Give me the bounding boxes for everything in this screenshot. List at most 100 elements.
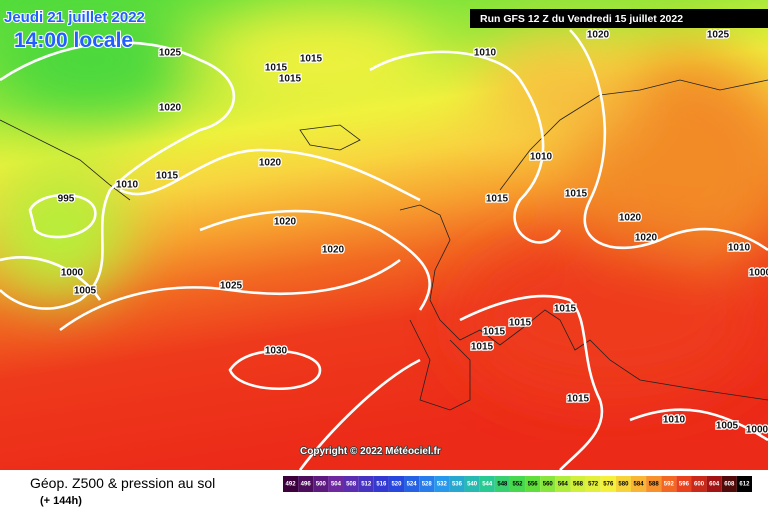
scale-cell (646, 476, 662, 492)
scale-cell (328, 476, 344, 492)
scale-label: 540 (467, 482, 478, 488)
scale-label: 544 (482, 482, 493, 488)
scale-cell (343, 476, 359, 492)
scale-label: 520 (391, 482, 402, 488)
scale-label: 516 (376, 482, 387, 488)
legend-subtitle: (+ 144h) (40, 495, 82, 507)
scale-label: 588 (649, 482, 660, 488)
field-shading (0, 0, 768, 400)
scale-cell (585, 476, 601, 492)
isobar-label: 1025 (707, 30, 730, 41)
scale-label: 604 (709, 482, 720, 488)
isobar-label: 1000 (746, 425, 768, 436)
isobars (0, 29, 768, 471)
scale-cell (615, 476, 631, 492)
isobar-label: 1015 (509, 318, 532, 329)
isobar-label: 1020 (635, 233, 658, 244)
scale-label: 536 (452, 482, 463, 488)
scale-label: 496 (301, 482, 312, 488)
scale-cell (736, 476, 752, 492)
scale-label: 532 (437, 482, 448, 488)
scale-label: 560 (543, 482, 554, 488)
scale-cell (691, 476, 707, 492)
isobar-label: 1005 (74, 286, 97, 297)
scale-label: 512 (361, 482, 372, 488)
isobar-label: 1025 (220, 281, 243, 292)
isobar-label: 1015 (554, 304, 577, 315)
scale-cell (494, 476, 510, 492)
scale-cell (358, 476, 374, 492)
forecast-date: Jeudi 21 juillet 2022 (4, 9, 145, 26)
scale-cell (388, 476, 405, 492)
isobar-label: 1015 (279, 74, 302, 85)
run-label: Run GFS 12 Z du Vendredi 15 juillet 2022 (480, 13, 683, 25)
scale-cell (661, 476, 677, 492)
scale-cell (721, 476, 737, 492)
isobar-label: 1020 (587, 30, 610, 41)
scale-cell (570, 476, 586, 492)
scale-label: 592 (664, 482, 675, 488)
scale-cell (509, 476, 526, 492)
scale-label: 528 (422, 482, 433, 488)
scale-label: 584 (634, 482, 645, 488)
isobar-label: 1015 (486, 194, 509, 205)
scale-label: 600 (694, 482, 705, 488)
scale-label: 612 (739, 482, 750, 488)
forecast-time: 14:00 locale (14, 29, 133, 52)
scale-label: 524 (407, 482, 418, 488)
scale-cell (313, 476, 329, 492)
scale-label: 508 (346, 482, 357, 488)
run-box (470, 9, 768, 28)
color-scale: 492 496 500 504 508 512 516 520 524 528 532 536 540 5… (283, 476, 752, 492)
scale-cell (404, 476, 420, 492)
scale-label: 580 (618, 482, 629, 488)
isobar-label: 1010 (663, 415, 686, 426)
scale-cell (449, 476, 465, 492)
isobar-label: 1020 (274, 217, 297, 228)
isobar-label: 1010 (474, 48, 497, 59)
scale-label: 504 (331, 482, 342, 488)
isobar-label: 1005 (716, 421, 739, 432)
isobar-label: 1015 (265, 63, 288, 74)
scale-label: 552 (512, 482, 523, 488)
isobar-label: 1015 (567, 394, 590, 405)
scale-cell (600, 476, 616, 492)
scale-label: 568 (573, 482, 584, 488)
scale-label: 576 (603, 482, 614, 488)
scale-cell (283, 476, 299, 492)
isobar-label: 1015 (471, 342, 494, 353)
isobar-label: 1020 (619, 213, 642, 224)
isobar-label: 1020 (259, 158, 282, 169)
isobar-label: 1015 (156, 171, 179, 182)
isobar-label: 1030 (265, 346, 288, 357)
isobar-label: 1010 (530, 152, 553, 163)
scale-label: 548 (497, 482, 508, 488)
isobar-label: 1020 (159, 103, 182, 114)
scale-label: 596 (679, 482, 690, 488)
scale-cell (434, 476, 450, 492)
scale-cell (555, 476, 571, 492)
scale-cell (419, 476, 435, 492)
isobar-label: 1000 (61, 268, 84, 279)
scale-cell (540, 476, 556, 492)
isobar-label: 1000 (749, 268, 768, 279)
scale-cell (525, 476, 541, 492)
scale-cell (630, 476, 647, 492)
scale-label: 492 (286, 482, 297, 488)
isobar-label: 1020 (322, 245, 345, 256)
isobar-label: 995 (58, 194, 75, 205)
scale-label: 572 (588, 482, 599, 488)
scale-label: 564 (558, 482, 569, 488)
scale-cell (373, 476, 389, 492)
scale-label: 608 (724, 482, 735, 488)
copyright: Copyright © 2022 Météociel.fr (300, 446, 441, 457)
isobar-label: 1010 (116, 180, 139, 191)
coastlines (0, 79, 768, 411)
scale-label: 556 (528, 482, 539, 488)
scale-cell (298, 476, 314, 492)
scale-label: 500 (316, 482, 327, 488)
isobar-label: 1015 (300, 54, 323, 65)
isobar-label: 1015 (565, 189, 588, 200)
